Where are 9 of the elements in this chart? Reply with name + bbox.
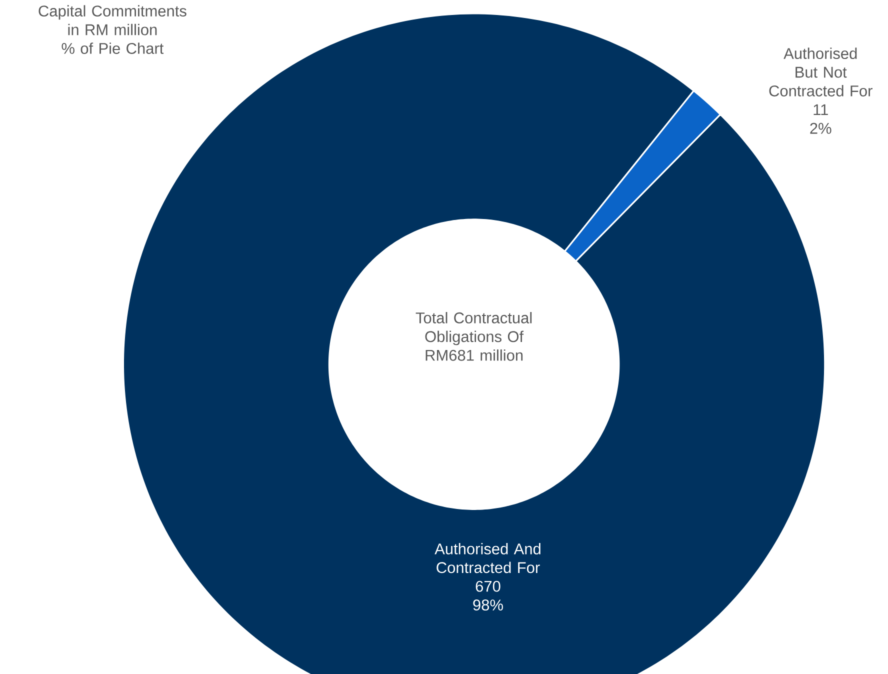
text: 2% — [810, 122, 832, 134]
data-label: 11 — [814, 104, 828, 115]
text: 98% — [473, 599, 503, 610]
data-label: 670 — [476, 580, 500, 592]
text: % of Pie Chart — [62, 42, 164, 54]
chart-title: Capital Commitments in RM million — [38, 4, 186, 36]
slice-label: Authorised But Not Contracted For — [769, 47, 872, 96]
text: Total Contractual Obligations Of RM681 million — [416, 312, 532, 361]
slice-label: Authorised And Contracted For — [434, 542, 540, 573]
